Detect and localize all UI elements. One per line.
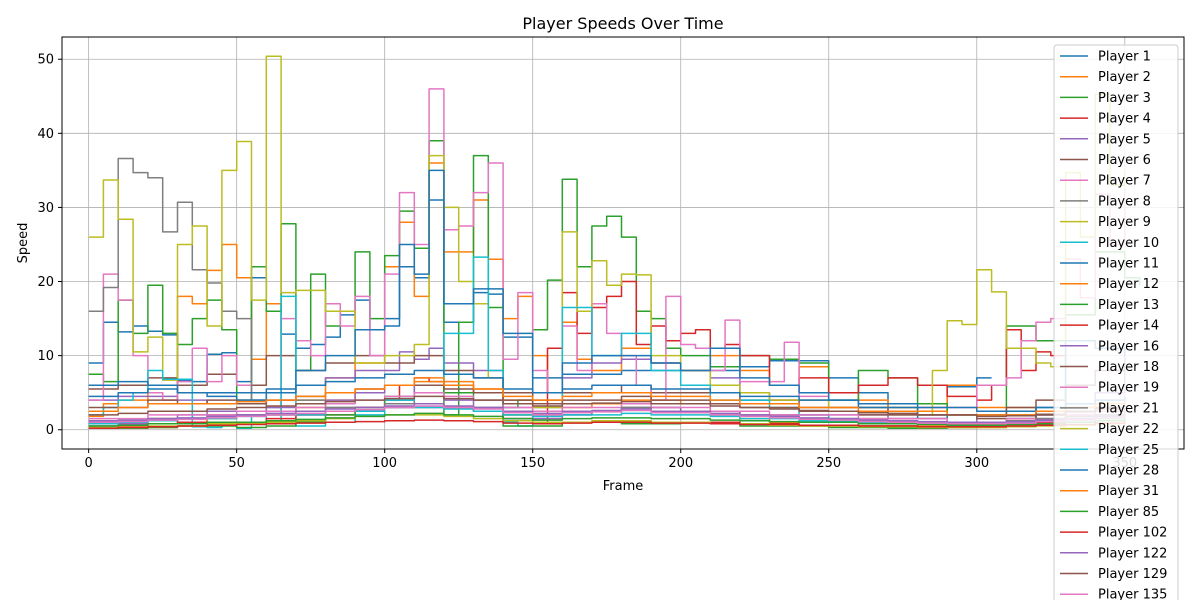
plot-frame — [61, 36, 1185, 450]
legend-entry-label: Player 25 — [1098, 443, 1159, 458]
x-tick-label: 150 — [520, 456, 545, 471]
legend-entry-label: Player 31 — [1098, 484, 1159, 499]
legend-entry-label: Player 9 — [1098, 215, 1151, 230]
legend-entry-label: Player 14 — [1098, 319, 1159, 334]
series-line-player-28 — [88, 369, 1126, 412]
grid-lines — [62, 37, 1184, 449]
legend-entry-label: Player 12 — [1098, 277, 1159, 292]
legend-entry-label: Player 102 — [1098, 526, 1167, 541]
chart-title: Player Speeds Over Time — [522, 14, 723, 33]
legend-entry-label: Player 13 — [1098, 298, 1159, 313]
x-tick-label: 100 — [372, 456, 397, 471]
legend-entry-label: Player 11 — [1098, 257, 1159, 272]
y-tick-label: 50 — [37, 53, 54, 68]
legend-entry-label: Player 129 — [1098, 567, 1167, 582]
x-tick-label: 0 — [85, 456, 93, 471]
legend-entry-label: Player 22 — [1098, 422, 1159, 437]
legend-entry-label: Player 4 — [1098, 112, 1151, 127]
legend-entry-label: Player 2 — [1098, 70, 1151, 85]
y-tick-label: 20 — [37, 275, 54, 290]
legend-entry-label: Player 7 — [1098, 174, 1151, 189]
y-tick-label: 40 — [37, 127, 54, 142]
series-lines — [88, 55, 1141, 430]
series-line-player-9 — [88, 55, 1126, 416]
legend-box — [1053, 44, 1179, 600]
series-line-player-85 — [88, 412, 1126, 427]
x-axis-label: Frame — [603, 479, 644, 494]
y-axis-label: Speed — [16, 223, 31, 264]
x-tick-label: 300 — [964, 456, 989, 471]
legend-entry-label: Player 85 — [1098, 505, 1159, 520]
legend-entry-label: Player 6 — [1098, 153, 1151, 168]
legend: Player 1 Player 2 Player 3 Player 4 Player 5… — [1053, 44, 1179, 600]
legend-entry-label: Player 19 — [1098, 381, 1159, 396]
y-tick-label: 30 — [37, 201, 54, 216]
series-line-player-135 — [88, 405, 1126, 425]
y-tick-label: 10 — [37, 349, 54, 364]
legend-entry-label: Player 18 — [1098, 360, 1159, 375]
x-tick-label: 250 — [816, 456, 841, 471]
series-line-player-102 — [88, 419, 1126, 430]
legend-entry-label: Player 28 — [1098, 464, 1159, 479]
x-tick-label: 200 — [668, 456, 693, 471]
legend-entry-label: Player 8 — [1098, 194, 1151, 209]
legend-entry-label: Player 122 — [1098, 546, 1167, 561]
legend-entry-label: Player 5 — [1098, 132, 1151, 147]
legend-entry-label: Player 3 — [1098, 91, 1151, 106]
legend-entry-label: Player 1 — [1098, 50, 1151, 65]
x-tick-label: 50 — [228, 456, 245, 471]
y-tick-label: 0 — [46, 423, 54, 438]
series-line-player-129 — [88, 395, 1126, 418]
legend-entry-label: Player 21 — [1098, 401, 1159, 416]
legend-entry-label: Player 135 — [1098, 588, 1167, 600]
legend-entry-label: Player 10 — [1098, 236, 1159, 251]
legend-entry-label: Player 16 — [1098, 339, 1159, 354]
